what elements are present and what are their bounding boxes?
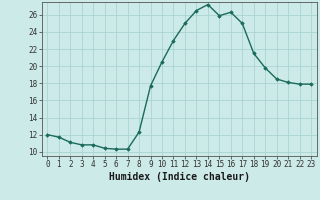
X-axis label: Humidex (Indice chaleur): Humidex (Indice chaleur) — [109, 172, 250, 182]
